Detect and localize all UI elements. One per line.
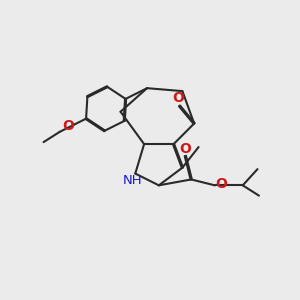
Text: O: O bbox=[62, 119, 74, 133]
Text: O: O bbox=[215, 177, 227, 191]
Text: O: O bbox=[172, 92, 184, 106]
Text: NH: NH bbox=[122, 174, 142, 188]
Text: O: O bbox=[179, 142, 191, 155]
